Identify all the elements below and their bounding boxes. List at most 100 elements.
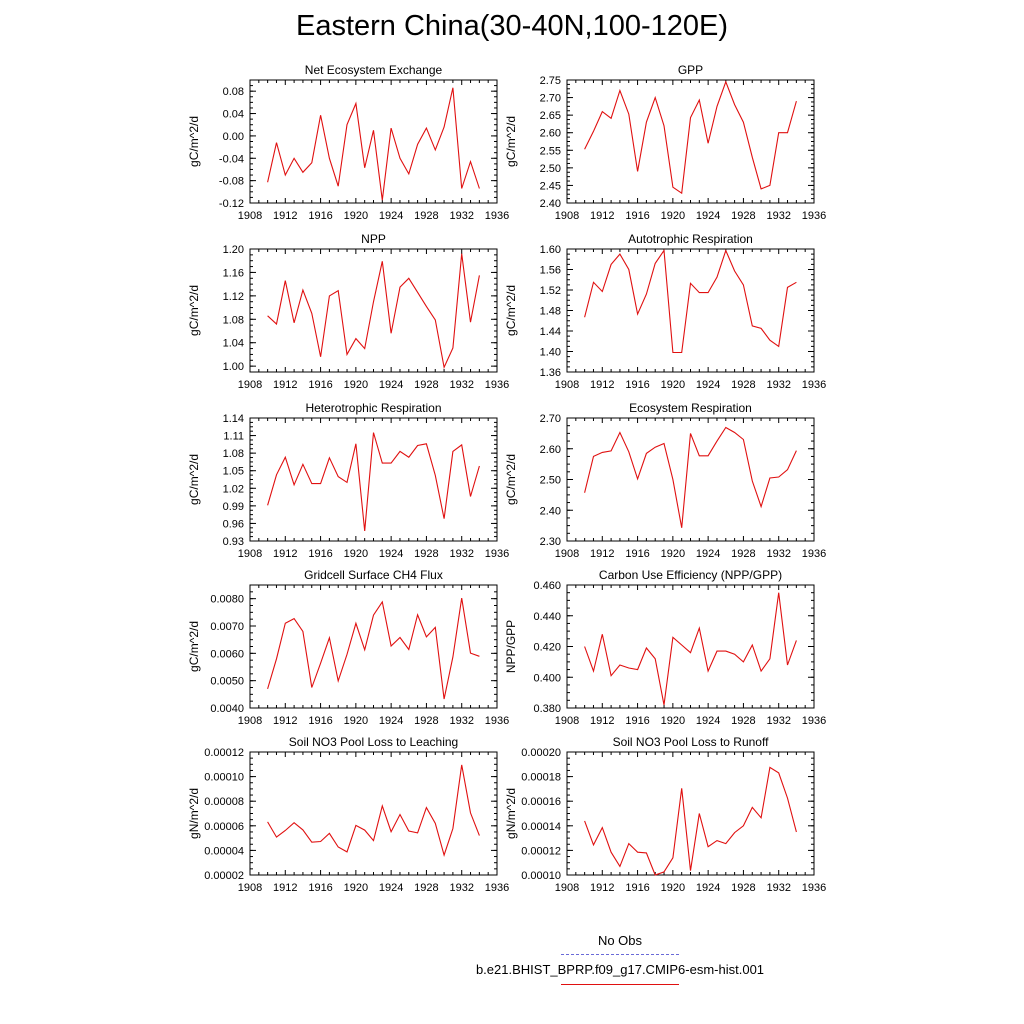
y-tick-label: 0.08 xyxy=(223,86,244,98)
x-tick-label: 1916 xyxy=(625,548,649,560)
x-tick-label: 1928 xyxy=(731,548,755,560)
x-tick-label: 1928 xyxy=(731,715,755,727)
panel-title: Soil NO3 Pool Loss to Leaching xyxy=(289,735,458,749)
y-tick-label: 0.00012 xyxy=(204,747,244,759)
x-tick-label: 1920 xyxy=(661,210,685,222)
series-line xyxy=(267,598,480,700)
x-tick-label: 1912 xyxy=(273,548,297,560)
y-tick-label: 1.60 xyxy=(540,244,561,256)
y-tick-label: 0.99 xyxy=(223,501,244,513)
x-tick-label: 1908 xyxy=(238,715,262,727)
x-tick-label: 1932 xyxy=(449,210,473,222)
x-tick-label: 1928 xyxy=(414,548,438,560)
y-tick-label: 1.14 xyxy=(223,413,244,425)
x-tick-label: 1936 xyxy=(485,210,509,222)
y-tick-label: 0.00006 xyxy=(204,821,244,833)
plot-frame xyxy=(249,584,498,709)
series-line xyxy=(584,248,797,354)
series-line xyxy=(267,432,480,532)
x-tick-label: 1908 xyxy=(555,548,579,560)
series-line xyxy=(584,426,797,528)
x-tick-label: 1936 xyxy=(802,210,826,222)
x-tick-label: 1920 xyxy=(661,882,685,894)
y-tick-label: 2.75 xyxy=(540,75,561,87)
y-tick-label: 0.380 xyxy=(533,703,561,715)
panel-title: Heterotrophic Respiration xyxy=(305,401,441,415)
y-axis-label: gC/m^2/d xyxy=(187,454,201,505)
y-tick-label: 1.08 xyxy=(223,448,244,460)
panel-title: NPP xyxy=(361,232,386,246)
y-tick-label: 2.70 xyxy=(540,413,561,425)
x-tick-label: 1912 xyxy=(273,715,297,727)
series-line xyxy=(584,592,797,706)
y-tick-label: 0.00018 xyxy=(521,772,561,784)
y-tick-label: 0.400 xyxy=(533,672,561,684)
x-tick-label: 1920 xyxy=(344,715,368,727)
panel-7: Gridcell Surface CH4 Flux gC/m^2/d 1908 191… xyxy=(187,568,509,727)
y-axis-label: gC/m^2/d xyxy=(504,116,518,167)
y-tick-label: 1.48 xyxy=(540,306,561,318)
panel-title: Carbon Use Efficiency (NPP/GPP) xyxy=(599,568,782,582)
x-tick-label: 1936 xyxy=(802,548,826,560)
plot-frame xyxy=(249,79,498,204)
x-tick-label: 1912 xyxy=(273,210,297,222)
x-tick-label: 1920 xyxy=(661,548,685,560)
panel-9: Soil NO3 Pool Loss to Leaching gN/m^2/d 19… xyxy=(187,735,509,894)
y-axis-label: gC/m^2/d xyxy=(504,285,518,336)
y-tick-label: 0.00004 xyxy=(204,845,244,857)
x-tick-label: 1920 xyxy=(344,548,368,560)
legend-obs-line xyxy=(561,954,679,955)
y-tick-label: 0.93 xyxy=(223,536,244,548)
y-tick-label: 1.44 xyxy=(540,326,561,338)
y-tick-label: 0.00 xyxy=(223,131,244,143)
x-tick-label: 1916 xyxy=(625,882,649,894)
y-tick-label: 0.00010 xyxy=(204,772,244,784)
x-tick-label: 1932 xyxy=(449,715,473,727)
x-tick-label: 1928 xyxy=(731,210,755,222)
x-tick-label: 1932 xyxy=(766,379,790,391)
series-line xyxy=(267,87,480,201)
y-tick-label: 2.40 xyxy=(540,198,561,210)
series-line xyxy=(267,253,480,370)
x-tick-label: 1928 xyxy=(731,379,755,391)
x-tick-label: 1920 xyxy=(344,379,368,391)
x-tick-label: 1924 xyxy=(696,882,720,894)
x-tick-label: 1936 xyxy=(802,379,826,391)
x-tick-label: 1924 xyxy=(696,548,720,560)
y-tick-label: 0.0050 xyxy=(210,676,244,688)
x-tick-label: 1924 xyxy=(696,379,720,391)
panel-4: Autotrophic Respiration gC/m^2/d 1908 1912 1… xyxy=(504,232,826,391)
x-tick-label: 1908 xyxy=(238,210,262,222)
panel-3: NPP gC/m^2/d 1908 1912 1916 1920 1924 1928 1932 1… xyxy=(187,232,509,391)
x-tick-label: 1920 xyxy=(661,379,685,391)
y-tick-label: 1.40 xyxy=(540,347,561,359)
y-tick-label: 0.00008 xyxy=(204,796,244,808)
y-tick-label: 0.440 xyxy=(533,611,561,623)
y-tick-label: 2.60 xyxy=(540,444,561,456)
y-tick-label: 2.50 xyxy=(540,475,561,487)
y-tick-label: 1.16 xyxy=(223,267,244,279)
x-tick-label: 1912 xyxy=(590,882,614,894)
panel-title: Net Ecosystem Exchange xyxy=(305,63,443,77)
panel-title: Gridcell Surface CH4 Flux xyxy=(304,568,443,582)
panel-10: Soil NO3 Pool Loss to Runoff gN/m^2/d 1908… xyxy=(504,735,826,894)
y-tick-label: 2.50 xyxy=(540,163,561,175)
y-tick-label: 0.00016 xyxy=(521,796,561,808)
y-axis-label: gN/m^2/d xyxy=(187,788,201,839)
x-tick-label: 1928 xyxy=(414,379,438,391)
y-tick-label: 1.20 xyxy=(223,244,244,256)
x-tick-label: 1916 xyxy=(625,715,649,727)
y-tick-label: 2.55 xyxy=(540,145,561,157)
x-tick-label: 1908 xyxy=(555,210,579,222)
x-tick-label: 1932 xyxy=(449,379,473,391)
x-tick-label: 1908 xyxy=(238,548,262,560)
x-tick-label: 1932 xyxy=(766,548,790,560)
x-tick-label: 1916 xyxy=(308,882,332,894)
y-tick-label: 1.00 xyxy=(223,361,244,373)
x-tick-label: 1908 xyxy=(238,882,262,894)
plot-frame xyxy=(249,751,498,876)
x-tick-label: 1924 xyxy=(379,379,403,391)
x-tick-label: 1912 xyxy=(273,379,297,391)
y-tick-label: 0.00002 xyxy=(204,870,244,882)
